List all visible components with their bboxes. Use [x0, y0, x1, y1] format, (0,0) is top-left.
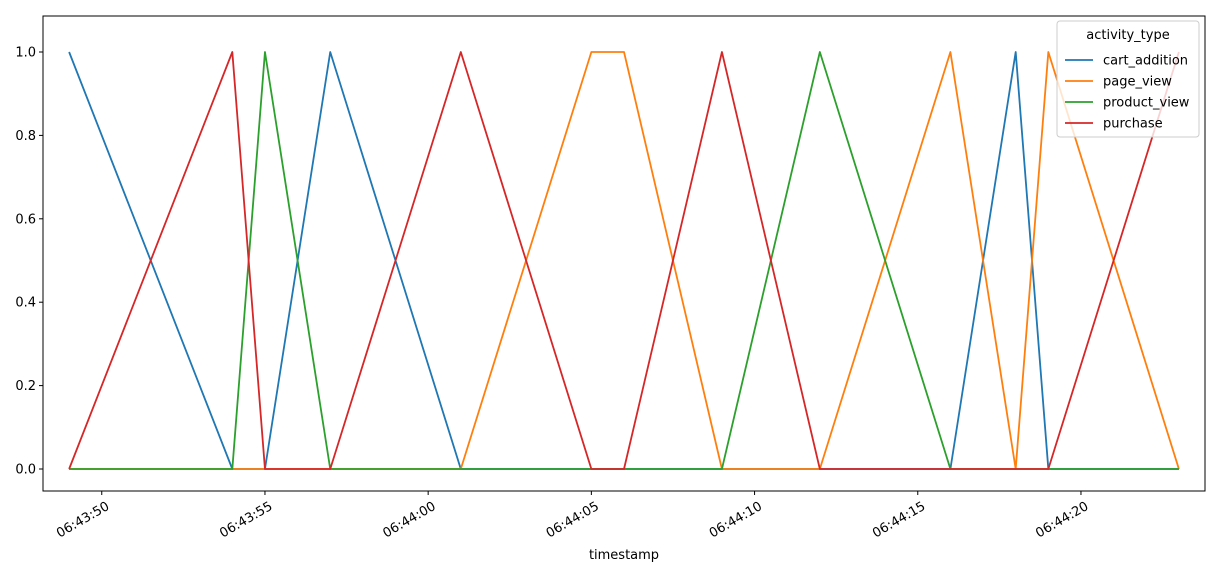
x-tick-label: 06:44:05	[544, 499, 602, 541]
legend-title: activity_type	[1086, 28, 1169, 43]
x-tick-label: 06:43:50	[54, 499, 112, 541]
y-tick-label: 0.6	[15, 212, 36, 227]
legend-label-page-view: page_view	[1103, 75, 1172, 90]
plot-lines	[68, 51, 1180, 470]
legend-label-cart-addition: cart_addition	[1103, 54, 1188, 69]
y-axis: 0.0 0.2 0.4 0.6 0.8 1.0	[15, 46, 43, 478]
legend-label-purchase: purchase	[1103, 117, 1163, 132]
legend-box	[1056, 20, 1200, 138]
y-tick-label: 0.2	[15, 379, 36, 394]
x-tick-label: 06:44:20	[1033, 499, 1091, 541]
x-tick-label: 06:44:15	[870, 499, 928, 541]
series-line-product-view	[69, 51, 1179, 470]
legend-label-product-view: product_view	[1103, 96, 1190, 111]
y-tick-label: 0.0	[15, 463, 36, 478]
series-line-cart-addition	[68, 51, 1179, 470]
legend-items: cart_addition page_view product_viewpurcha…	[1065, 54, 1190, 132]
y-tick-label: 0.8	[15, 129, 36, 144]
x-tick-label: 06:44:00	[380, 499, 438, 541]
y-tick-label: 0.4	[15, 296, 36, 311]
series-line-purchase	[68, 51, 1180, 470]
legend: activity_type cart_addition page_viewprod…	[1056, 20, 1200, 138]
x-axis: 06:43:50 06:43:55 06:44:00 06:44:05 06:44:10…	[54, 491, 1091, 541]
x-axis-label: timestamp	[589, 548, 659, 563]
x-tick-label: 06:43:55	[217, 499, 275, 541]
plot-frame	[42, 15, 1206, 492]
series-line-page-view	[69, 51, 1180, 470]
y-tick-label: 1.0	[15, 46, 36, 61]
x-tick-label: 06:44:10	[707, 499, 765, 541]
